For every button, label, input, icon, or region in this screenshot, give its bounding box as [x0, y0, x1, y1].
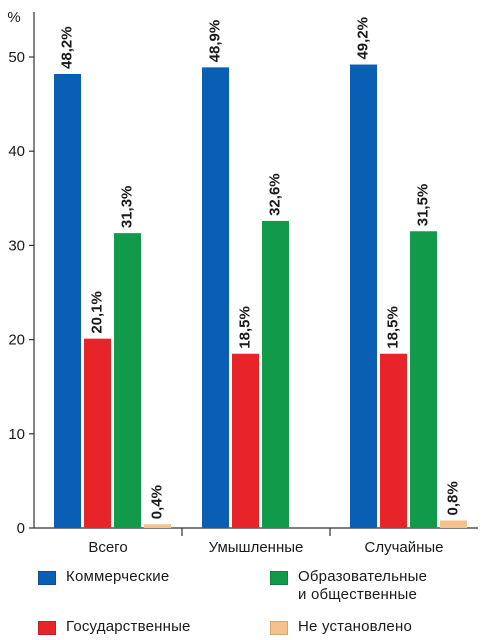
data-label-s3-c2: 0,8%: [444, 481, 461, 515]
legend-label-educational: Образовательные и общественные: [298, 568, 428, 603]
data-label-s1-c1: 18,5%: [236, 306, 253, 349]
legend-item-commercial: Коммерческие: [38, 568, 169, 586]
data-label-s2-c1: 32,6%: [266, 173, 283, 216]
data-label-s0-c0: 48,2%: [58, 26, 75, 69]
data-label-s1-c0: 20,1%: [88, 291, 105, 334]
y-tick-label-40: 40: [8, 143, 25, 160]
legend-swatch-government: [38, 621, 56, 635]
legend-swatch-commercial: [38, 571, 56, 585]
bar-s3-c2: [440, 520, 467, 528]
bar-s0-c1: [202, 67, 229, 528]
legend-label-commercial: Коммерческие: [66, 568, 170, 585]
bar-s1-c2: [380, 353, 407, 528]
y-axis-label: %: [7, 9, 20, 26]
legend-label-government: Государственные: [66, 618, 191, 635]
y-tick-label-50: 50: [8, 49, 25, 66]
legend-item-unknown: Не установлено: [270, 618, 412, 636]
category-label-0: Всего: [88, 539, 127, 556]
bar-s0-c0: [54, 73, 81, 529]
legend: Коммерческие Образовательные и обществен…: [0, 560, 483, 640]
legend-swatch-unknown: [270, 621, 288, 635]
bar-chart: % 0 10 20 30 40 50 Всего Умышленные Случайные 48,2…: [7, 9, 478, 556]
bar-s1-c1: [232, 353, 259, 528]
data-label-s2-c0: 31,3%: [118, 186, 135, 229]
y-tick-label-20: 20: [8, 332, 25, 349]
legend-swatch-educational: [270, 571, 288, 585]
bar-s0-c2: [350, 64, 377, 528]
category-label-1: Умышленные: [209, 539, 304, 556]
data-label-s0-c1: 48,9%: [206, 20, 223, 63]
legend-item-educational: Образовательные и общественные: [270, 568, 427, 604]
data-label-s3-c0: 0,4%: [148, 485, 165, 519]
legend-label-unknown: Не установлено: [298, 618, 412, 635]
category-label-2: Случайные: [364, 539, 443, 556]
bar-s2-c2: [410, 231, 437, 528]
y-tick-label-0: 0: [17, 520, 25, 537]
bar-s1-c0: [84, 338, 111, 528]
data-label-s2-c2: 31,5%: [414, 184, 431, 227]
bar-s2-c0: [114, 233, 141, 529]
bar-s3-c0: [144, 524, 171, 528]
bar-s2-c1: [262, 220, 289, 528]
data-label-s0-c2: 49,2%: [354, 17, 371, 60]
legend-item-government: Государственные: [38, 618, 191, 636]
y-tick-label-10: 10: [8, 426, 25, 443]
y-tick-label-30: 30: [8, 237, 25, 254]
data-label-s1-c2: 18,5%: [384, 306, 401, 349]
